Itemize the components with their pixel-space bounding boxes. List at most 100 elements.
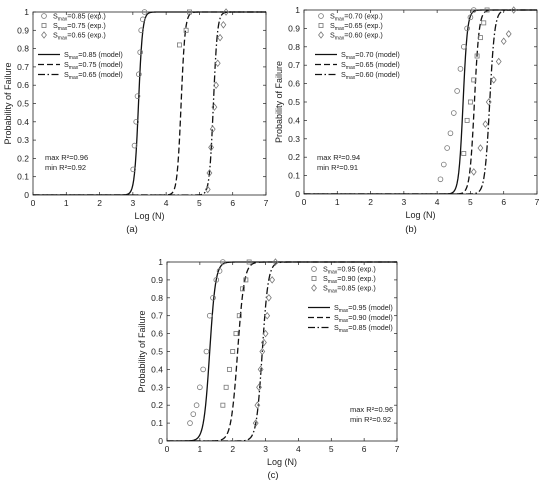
chart-panel-2: 0 1 2 3 4 5 6 7 0 0.1 0.2 0.3 0.4 0.5 0.6 0.7 0.8 0.9 1 Log…	[137, 257, 400, 481]
y-tick-label: 0.8	[288, 42, 300, 52]
y-tick-label: 0.5	[17, 99, 29, 109]
data-point-circle	[193, 402, 200, 409]
data-point-diamond	[477, 144, 484, 152]
x-tick-label: 4	[435, 197, 440, 207]
y-tick-label: 1	[158, 257, 163, 267]
y-axis-label: Probability of Failure	[274, 61, 284, 143]
data-point-diamond	[214, 59, 221, 68]
legend-marker-circle	[41, 13, 47, 19]
legend-marker-diamond	[318, 31, 324, 39]
y-tick-label: 0.4	[17, 117, 29, 127]
data-point-square	[177, 42, 182, 48]
model-curve-dashed	[304, 9, 537, 194]
data-point-diamond	[217, 33, 223, 42]
data-point-square	[484, 7, 490, 13]
data-point-circle	[133, 119, 139, 125]
x-tick-label: 3	[263, 444, 268, 454]
y-tick-label: 0.8	[151, 293, 163, 303]
x-tick-label: 4	[164, 198, 169, 208]
x-tick-label: 2	[368, 197, 373, 207]
data-point-diamond	[265, 294, 272, 302]
y-axis-label: Probability of Failure	[137, 310, 147, 392]
legend-entry: Smax=0.95 (exp.)	[323, 265, 376, 276]
data-point-diamond	[209, 125, 216, 133]
stat-min: min R²=0.91	[317, 163, 358, 172]
data-point-diamond	[500, 37, 507, 46]
plot-area	[167, 258, 397, 441]
x-tick-label: 0	[31, 198, 36, 208]
data-point-square	[471, 77, 477, 83]
x-tick-label: 6	[230, 198, 235, 208]
data-point-diamond	[259, 347, 266, 356]
data-point-circle	[141, 9, 148, 15]
legend-marker-square	[318, 23, 324, 28]
data-point-circle	[130, 166, 136, 173]
legend: Smax=0.70 (exp.)Smax=0.65 (exp.)Smax=0.6…	[315, 12, 400, 81]
y-tick-label: 0.5	[151, 347, 163, 357]
data-point-diamond	[213, 81, 219, 89]
legend-entry: Smax=0.70 (exp.)	[330, 12, 383, 23]
legend-entry: Smax=0.85 (model)	[64, 50, 123, 61]
data-point-diamond	[206, 169, 213, 177]
data-point-diamond	[269, 276, 276, 284]
stat-max: max R²=0.94	[317, 153, 360, 162]
data-point-circle	[216, 268, 223, 274]
stat-max: max R²=0.96	[350, 405, 393, 414]
y-tick-label: 0.2	[288, 152, 300, 162]
y-tick-label: 0.9	[151, 275, 163, 285]
legend-marker-diamond	[41, 31, 47, 39]
model-curve-solid	[33, 11, 266, 195]
legend-entry: Smax=0.90 (exp.)	[323, 274, 376, 285]
legend-entry: Smax=0.75 (model)	[64, 60, 123, 71]
data-point-square	[187, 9, 192, 15]
data-point-square	[236, 313, 242, 319]
x-tick-label: 1	[335, 197, 340, 207]
legend-entry: Smax=0.60 (exp.)	[330, 31, 383, 42]
panel-caption: (c)	[267, 470, 278, 481]
data-point-circle	[136, 71, 142, 78]
data-point-square	[243, 277, 249, 283]
data-point-diamond	[256, 383, 262, 392]
y-tick-label: 0.3	[151, 382, 163, 392]
x-tick-label: 0	[165, 444, 170, 454]
data-point-diamond	[208, 143, 214, 152]
y-tick-label: 0.5	[288, 97, 300, 107]
data-point-circle	[134, 93, 141, 99]
legend: Smax=0.85 (exp.)Smax=0.75 (exp.)Smax=0.6…	[38, 12, 123, 81]
data-point-circle	[137, 49, 143, 56]
data-point-circle	[464, 25, 470, 32]
data-point-circle	[447, 130, 454, 137]
data-point-circle	[450, 110, 457, 116]
data-point-square	[226, 366, 232, 372]
data-point-diamond	[261, 338, 267, 347]
legend-entry: Smax=0.70 (model)	[341, 50, 400, 61]
data-point-diamond	[264, 311, 271, 320]
legend-marker-square	[311, 276, 317, 281]
legend-entry: Smax=0.90 (model)	[334, 313, 393, 324]
data-point-diamond	[254, 401, 261, 409]
legend-marker-square	[41, 23, 47, 28]
data-point-diamond	[223, 8, 229, 16]
data-point-square	[461, 151, 467, 156]
legend-entry: Smax=0.75 (exp.)	[53, 21, 106, 32]
data-point-circle	[190, 411, 197, 417]
y-tick-label: 0.4	[288, 115, 300, 125]
data-point-diamond	[262, 329, 269, 338]
chart-panel-0: 0 1 2 3 4 5 6 7 0 0.1 0.2 0.3 0.4 0.5 0.6 0.7 0.8 0.9 1 Log…	[3, 7, 269, 235]
data-point-diamond	[470, 168, 477, 176]
data-point-diamond	[485, 98, 492, 106]
data-point-circle	[444, 145, 450, 151]
x-tick-label: 4	[296, 444, 301, 454]
data-point-diamond	[220, 21, 227, 29]
data-point-diamond	[505, 30, 512, 38]
data-point-circle	[206, 312, 213, 319]
data-point-circle	[138, 27, 144, 34]
y-tick-label: 0.6	[17, 80, 29, 90]
data-point-diamond	[510, 6, 517, 14]
data-point-circle	[197, 384, 203, 391]
data-point-circle	[213, 277, 220, 283]
data-point-circle	[460, 43, 467, 50]
y-tick-label: 0.4	[151, 364, 163, 374]
panel-caption: (a)	[126, 224, 138, 235]
